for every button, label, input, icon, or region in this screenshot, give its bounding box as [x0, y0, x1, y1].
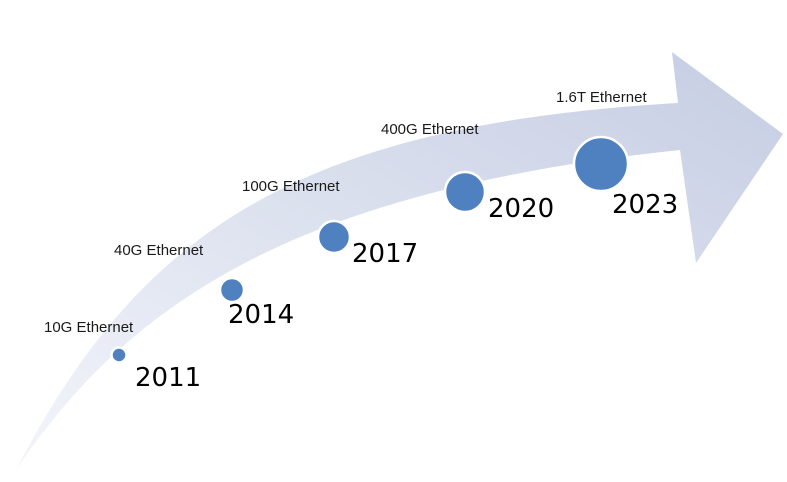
milestone-year-label: 2011: [135, 363, 201, 393]
milestone: 10G Ethernet 2011: [44, 319, 201, 393]
milestone-dot: [572, 135, 630, 193]
milestone-speed-label: 400G Ethernet: [381, 121, 479, 138]
milestone: 400G Ethernet 2020: [381, 121, 554, 224]
milestone: 100G Ethernet 2017: [242, 178, 418, 269]
milestone-speed-label: 1.6T Ethernet: [556, 89, 647, 106]
milestone: 1.6T Ethernet 2023: [556, 89, 678, 220]
milestone-year-label: 2020: [488, 194, 554, 224]
milestone-year-label: 2017: [352, 239, 418, 269]
milestones-group: 10G Ethernet 2011 40G Ethernet 2014 100G Eth…: [44, 89, 678, 393]
milestone-speed-label: 40G Ethernet: [114, 242, 204, 259]
milestone: 40G Ethernet 2014: [114, 242, 294, 330]
milestone-dot: [443, 170, 487, 214]
milestone-year-label: 2014: [228, 300, 294, 330]
milestone-dot: [218, 276, 246, 304]
milestone-dot: [110, 346, 128, 364]
milestone-speed-label: 100G Ethernet: [242, 178, 340, 195]
milestone-dot: [316, 219, 352, 255]
milestone-speed-label: 10G Ethernet: [44, 319, 134, 336]
milestone-year-label: 2023: [612, 190, 678, 220]
